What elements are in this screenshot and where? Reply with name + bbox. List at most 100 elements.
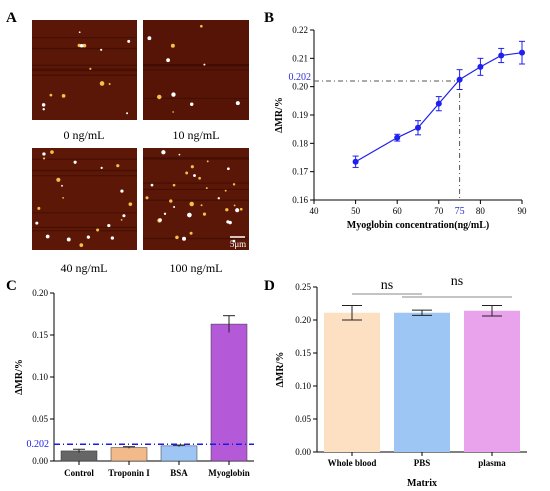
- particle: [206, 160, 209, 163]
- particle: [61, 184, 63, 187]
- bar: [210, 323, 248, 462]
- y-tick-label: 0.18: [292, 138, 308, 148]
- particle: [62, 196, 65, 199]
- particle: [122, 214, 126, 218]
- bar: [110, 447, 148, 462]
- y-tick-label: 0.25: [295, 282, 311, 292]
- y-axis-label: ΔMR/%: [274, 97, 285, 133]
- concentration-label: 100 ng/mL: [170, 261, 223, 275]
- particle: [224, 189, 227, 192]
- particle: [182, 236, 187, 241]
- particle: [108, 83, 111, 86]
- particle: [189, 201, 194, 207]
- bar: [324, 312, 380, 452]
- concentration-label: 40 ng/mL: [61, 261, 108, 275]
- data-point: [415, 124, 421, 131]
- particle: [50, 150, 54, 154]
- particle: [193, 174, 196, 178]
- particle: [100, 48, 103, 51]
- panel-letter-b: B: [264, 10, 274, 26]
- y-tick-label: 0.10: [32, 372, 48, 382]
- particle: [171, 92, 176, 97]
- x-tick-label: plasma: [478, 458, 506, 468]
- particle: [202, 212, 207, 216]
- y-tick-label: 0.20: [32, 288, 48, 298]
- data-point: [394, 134, 401, 141]
- panel-letter-d: D: [264, 278, 275, 294]
- data-point: [435, 100, 442, 107]
- panel-letter-a: A: [6, 10, 17, 26]
- particle: [96, 228, 100, 232]
- x-tick-label: 90: [518, 206, 528, 216]
- y-tick-label: 0.05: [32, 414, 48, 424]
- data-point: [456, 76, 463, 83]
- particle: [172, 111, 174, 113]
- x-tick-label: 80: [476, 206, 486, 216]
- particle: [120, 218, 123, 221]
- particle: [235, 208, 240, 213]
- particle: [205, 187, 208, 190]
- particle: [178, 153, 181, 156]
- significance-label: ns: [451, 274, 463, 289]
- particle: [49, 93, 53, 97]
- bar: [394, 312, 450, 452]
- y-tick-label: 0.15: [32, 330, 48, 340]
- particle: [56, 177, 61, 182]
- particle: [116, 164, 120, 168]
- particle: [100, 166, 103, 169]
- particle: [107, 223, 111, 228]
- particle: [225, 208, 229, 212]
- panel-a-micrographs: 0 ng/mL 10 ng/mL 40 ng/mL 100 ng/mL 5μm: [32, 20, 249, 275]
- particle: [120, 189, 124, 193]
- concentration-label: 0 ng/mL: [64, 128, 105, 142]
- panel-letter-c: C: [6, 278, 17, 294]
- particle: [190, 165, 194, 169]
- particle: [200, 24, 203, 28]
- particle: [200, 204, 203, 207]
- panel-b-chart: 40 50 60 70 80 90 0.16 0.17 0.18 0.19 0.20 0.21 0.22…: [274, 25, 527, 231]
- particle: [42, 152, 46, 156]
- particle: [41, 103, 46, 107]
- particle: [78, 31, 81, 34]
- data-point: [498, 52, 505, 59]
- micrograph-image: [32, 148, 137, 250]
- particle: [128, 202, 133, 207]
- particle: [169, 199, 173, 203]
- micrograph-image: [143, 148, 249, 250]
- y-tick-label: 0.00: [295, 447, 311, 457]
- x-tick-label: 40: [310, 206, 320, 216]
- particle: [198, 176, 201, 180]
- y-tick-label: 0.05: [295, 414, 311, 424]
- particle: [239, 207, 243, 211]
- particle: [42, 108, 45, 111]
- y-tick-label: 0.17: [292, 167, 308, 177]
- particle: [228, 220, 232, 225]
- y-tick-label: 0.20: [292, 82, 308, 92]
- particle: [161, 150, 166, 155]
- particle: [66, 237, 71, 242]
- particle: [110, 236, 115, 240]
- particle: [173, 206, 176, 209]
- particle: [42, 157, 46, 160]
- particle: [35, 221, 39, 225]
- particle: [37, 206, 41, 210]
- x-tick-label: 60: [393, 206, 403, 216]
- y-tick-label: 0.21: [292, 53, 308, 63]
- y-axis-label: ΔMR/%: [14, 359, 25, 395]
- y-tick-label: 0.00: [32, 456, 48, 466]
- y-tick-label: 0.16: [292, 195, 308, 205]
- particle: [79, 243, 84, 247]
- series-line: [355, 52, 523, 163]
- significance-label: ns: [381, 278, 393, 293]
- particle: [73, 160, 77, 164]
- panel-c-chart: 0.00 0.05 0.10 0.15 0.20 Control Troponin I BSA…: [14, 288, 254, 478]
- y-tick-label: 0.22: [292, 25, 308, 35]
- particle: [217, 197, 220, 200]
- x-tick-label: Control: [64, 468, 94, 478]
- y-tick-label: 0.10: [295, 381, 311, 391]
- particle: [235, 101, 240, 106]
- particle: [45, 234, 50, 239]
- particle: [158, 218, 162, 222]
- bar: [464, 310, 520, 452]
